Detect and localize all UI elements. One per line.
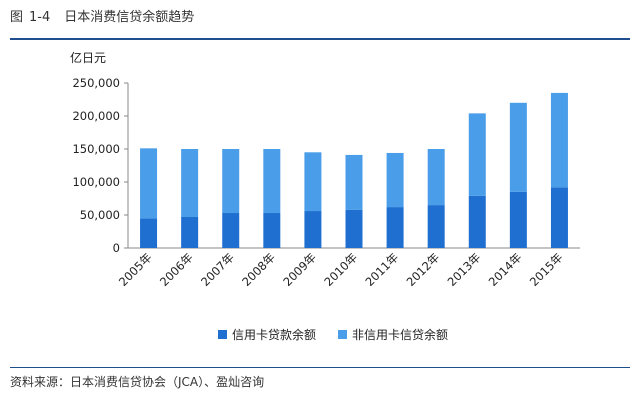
bar-credit-card <box>140 218 158 248</box>
x-tick-label: 2007年 <box>198 250 237 289</box>
x-tick-label: 2013年 <box>445 250 484 289</box>
y-tick-label: 100,000 <box>72 175 120 189</box>
legend-swatch-non-credit-card <box>338 330 348 339</box>
x-tick-label: 2012年 <box>404 250 443 289</box>
bar-credit-card <box>345 209 363 248</box>
x-tick-label: 2011年 <box>362 250 401 289</box>
bar-non-credit-card <box>509 102 527 192</box>
stacked-bar-chart: 0 50,000 100,000 150,000 200,000 250,000 2005… <box>70 50 580 289</box>
bar-credit-card <box>550 187 568 248</box>
y-axis: 0 50,000 100,000 150,000 200,000 250,000 <box>72 76 580 255</box>
y-tick-label: 150,000 <box>72 142 120 156</box>
bar-credit-card <box>304 211 322 248</box>
figure-number: 1-4 <box>29 10 51 25</box>
x-tick-label: 2006年 <box>157 250 196 289</box>
figure-label: 图 <box>10 10 24 25</box>
top-rule <box>10 38 630 40</box>
y-tick-label: 250,000 <box>72 76 120 90</box>
y-tick-label: 50,000 <box>80 208 120 222</box>
x-tick-label: 2005年 <box>116 250 155 289</box>
bar-layer <box>140 92 568 248</box>
bar-non-credit-card <box>345 154 363 210</box>
x-tick-label: 2014年 <box>486 250 525 289</box>
y-tick-label: 200,000 <box>72 109 120 123</box>
x-tick-label: 2010年 <box>321 250 360 289</box>
legend: 信用卡贷款余额 非信用卡信贷余额 <box>218 326 448 343</box>
legend-swatch-credit-card <box>218 330 227 339</box>
bar-non-credit-card <box>427 149 445 206</box>
x-tick-label: 2009年 <box>280 250 319 289</box>
bar-credit-card <box>468 195 486 248</box>
bar-non-credit-card <box>140 148 158 219</box>
x-axis: 2005年 2006年 2007年 2008年 2009年 2010年 2011年 2012年… <box>116 250 566 289</box>
bar-credit-card <box>427 205 445 248</box>
legend-item-non-credit-card: 非信用卡信贷余额 <box>338 326 448 343</box>
bar-credit-card <box>222 213 240 248</box>
y-unit-label: 亿日元 <box>70 50 106 65</box>
bar-non-credit-card <box>222 149 240 214</box>
source-note: 资料来源：日本消费信贷协会（JCA）、盈灿咨询 <box>10 375 265 389</box>
bar-non-credit-card <box>468 113 486 196</box>
bottom-rule <box>10 367 630 368</box>
bar-credit-card <box>263 213 281 248</box>
bar-non-credit-card <box>550 92 568 188</box>
bar-non-credit-card <box>386 152 404 208</box>
y-tick-label: 0 <box>113 241 120 255</box>
bar-non-credit-card <box>304 152 322 212</box>
bar-credit-card <box>509 191 527 248</box>
legend-label-non-credit-card: 非信用卡信贷余额 <box>352 328 449 342</box>
x-tick-label: 2015年 <box>527 250 566 289</box>
bar-non-credit-card <box>263 149 281 214</box>
figure-title-text: 日本消费信贷余额趋势 <box>64 10 195 25</box>
figure-title: 图 1-4 日本消费信贷余额趋势 <box>10 6 194 25</box>
bar-non-credit-card <box>181 149 199 217</box>
bar-credit-card <box>181 216 199 248</box>
bar-credit-card <box>386 207 404 248</box>
legend-item-credit-card: 信用卡贷款余额 <box>218 326 316 343</box>
legend-label-credit-card: 信用卡贷款余额 <box>232 328 317 342</box>
x-tick-label: 2008年 <box>239 250 278 289</box>
